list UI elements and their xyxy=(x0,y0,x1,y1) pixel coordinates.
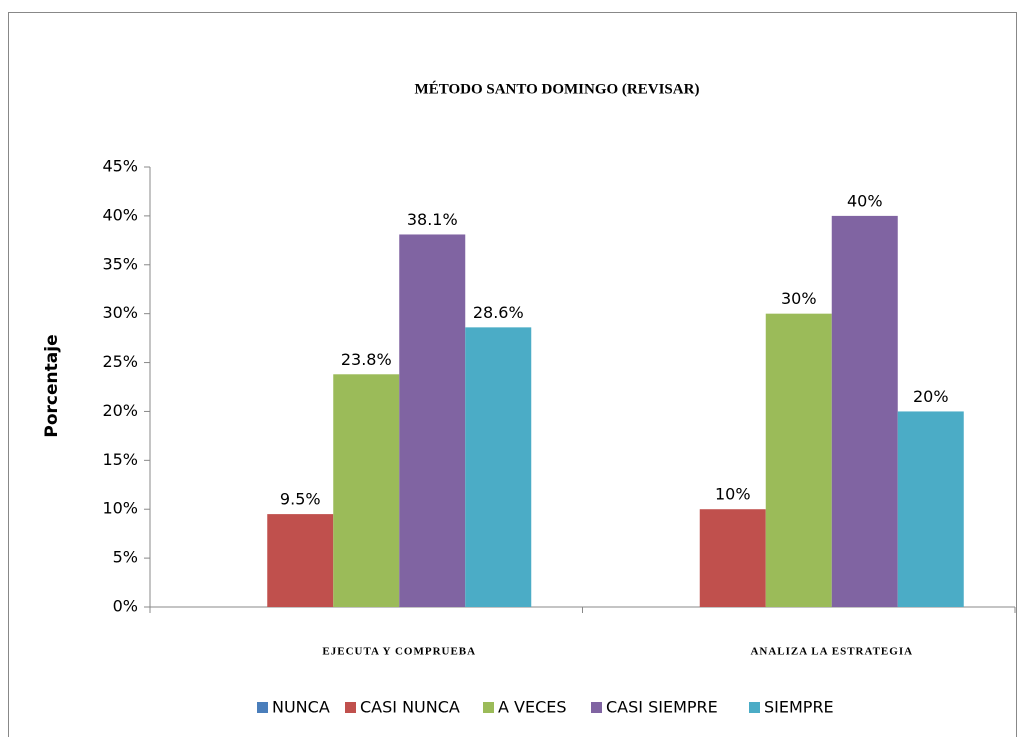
data-label: 9.5% xyxy=(280,490,321,509)
legend-label: A VECES xyxy=(498,698,567,717)
bar xyxy=(399,234,466,607)
bar xyxy=(897,411,964,607)
data-label: 20% xyxy=(913,387,949,406)
legend-swatch xyxy=(345,702,356,713)
bar xyxy=(765,313,832,607)
y-tick-label: 35% xyxy=(102,254,138,273)
legend-label: SIEMPRE xyxy=(764,698,834,717)
y-tick-label: 25% xyxy=(102,352,138,371)
bar xyxy=(465,327,532,607)
bar xyxy=(267,514,334,607)
y-tick-label: 10% xyxy=(102,499,138,518)
legend-label: CASI NUNCA xyxy=(360,698,460,717)
legend-swatch xyxy=(591,702,602,713)
x-tick-label: EJECUTA Y COMPRUEBA xyxy=(322,646,476,658)
y-tick-label: 0% xyxy=(113,597,138,616)
data-label: 40% xyxy=(847,191,883,210)
data-label: 28.6% xyxy=(473,303,524,322)
data-label: 10% xyxy=(715,485,751,504)
data-label: 30% xyxy=(781,289,817,308)
legend-swatch xyxy=(483,702,494,713)
legend-label: CASI SIEMPRE xyxy=(606,698,718,717)
bar xyxy=(699,509,766,607)
y-tick-label: 40% xyxy=(102,205,138,224)
data-label: 23.8% xyxy=(341,350,392,369)
legend-swatch xyxy=(257,702,268,713)
bar xyxy=(333,374,400,607)
y-axis-label: Porcentaje xyxy=(42,334,62,437)
legend-swatch xyxy=(749,702,760,713)
x-tick-label: ANALIZA LA ESTRATEGIA xyxy=(750,646,913,658)
y-tick-label: 45% xyxy=(102,157,138,176)
y-tick-label: 20% xyxy=(102,401,138,420)
legend-label: NUNCA xyxy=(272,698,330,717)
y-tick-label: 5% xyxy=(113,548,138,567)
chart-title: MÉTODO SANTO DOMINGO (REVISAR) xyxy=(415,80,700,97)
y-tick-label: 30% xyxy=(102,303,138,322)
bar xyxy=(831,215,898,607)
y-tick-label: 15% xyxy=(102,450,138,469)
data-label: 38.1% xyxy=(407,210,458,229)
